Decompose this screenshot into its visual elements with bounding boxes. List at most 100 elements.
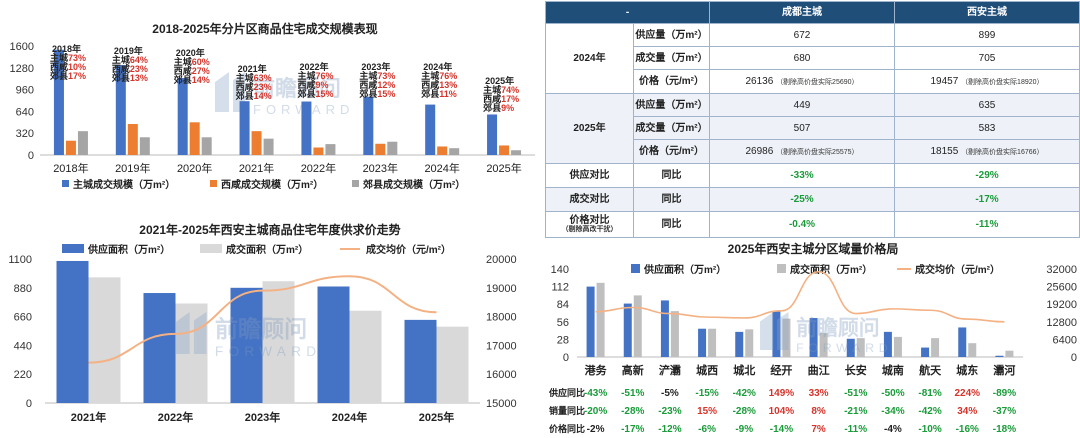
table-header-xian: 西安主城 bbox=[894, 1, 1080, 24]
row-value: -9% bbox=[735, 424, 753, 435]
y-right-tick-label: 17000 bbox=[486, 340, 517, 352]
y-tick-label: 960 bbox=[16, 85, 34, 97]
bar-1 bbox=[995, 355, 1004, 357]
table-cell: -29% bbox=[894, 163, 1080, 188]
legend-label: 成交均价（元/m²） bbox=[366, 243, 451, 256]
annotation-line: 郊县13% bbox=[112, 72, 148, 83]
y-right-tick-label: 18000 bbox=[486, 312, 517, 324]
row-label: 同比 bbox=[633, 187, 710, 212]
bar-2 bbox=[127, 124, 138, 155]
annotation-share: 76% bbox=[439, 71, 457, 81]
y-left-tick-label: 880 bbox=[14, 283, 32, 295]
annotation-share: 14% bbox=[254, 91, 272, 101]
annotation-share: 63% bbox=[254, 73, 272, 83]
annotation-line: 郊县17% bbox=[50, 70, 86, 81]
x-tick-label: 2022年 bbox=[158, 410, 193, 424]
y-left-tick-label: 1100 bbox=[8, 254, 32, 266]
annotation-line: 主城64% bbox=[112, 54, 148, 65]
bar-1 bbox=[772, 311, 781, 357]
table-cell: -33% bbox=[709, 163, 895, 188]
annotation-region: 西咸 bbox=[421, 79, 439, 90]
row-value: 34% bbox=[957, 406, 977, 417]
annotation-region: 郊县 bbox=[112, 72, 130, 83]
bar-3 bbox=[449, 148, 460, 155]
annotation-line: 主城73% bbox=[359, 70, 395, 81]
annotation-line: 西咸13% bbox=[421, 79, 457, 90]
x-tick-label: 2023年 bbox=[363, 161, 398, 175]
annotation-share: 15% bbox=[377, 89, 395, 99]
annotation-share: 9% bbox=[501, 103, 514, 113]
annotation-region: 西咸 bbox=[50, 61, 68, 72]
legend-label: 成交面积（万m²） bbox=[226, 243, 308, 256]
price-line bbox=[595, 270, 1005, 323]
note: （剔除高价盘实际18920） bbox=[961, 79, 1044, 86]
annotation-share: 74% bbox=[501, 85, 519, 95]
row-value: 33% bbox=[809, 388, 829, 399]
row-value: 104% bbox=[769, 406, 795, 417]
annotation-region: 主城 bbox=[483, 84, 501, 95]
bar-3 bbox=[201, 137, 212, 155]
bar-1 bbox=[921, 347, 930, 357]
table-cell: -0.4% bbox=[709, 211, 895, 238]
annotation-year: 2025年 bbox=[485, 75, 514, 86]
annotation-region: 郊县 bbox=[236, 90, 254, 101]
y-left-tick-label: 28 bbox=[557, 334, 569, 346]
annotation-region: 主城 bbox=[112, 54, 130, 65]
bar-2 bbox=[893, 336, 902, 357]
bar-1 bbox=[53, 49, 64, 156]
annotation-line: 郊县14% bbox=[236, 90, 272, 101]
legend-swatch bbox=[777, 264, 786, 273]
row-value: -42% bbox=[918, 406, 941, 417]
annotation-line: 郊县9% bbox=[483, 102, 514, 113]
x-tick-label: 港务 bbox=[585, 363, 608, 377]
row-value: 15% bbox=[697, 406, 717, 417]
annotation-share: 76% bbox=[315, 71, 333, 81]
bar-2 bbox=[262, 281, 295, 403]
annotation-region: 主城 bbox=[50, 52, 68, 63]
watermark-logo: 前瞻顾问 FORWARD bbox=[175, 312, 316, 359]
bar-2 bbox=[436, 326, 469, 403]
watermark-icon bbox=[175, 312, 207, 354]
row-value: -10% bbox=[918, 424, 941, 435]
x-tick-label: 2025年 bbox=[419, 410, 454, 424]
y-left-tick-label: 84 bbox=[557, 299, 569, 311]
annotation-line: 西咸23% bbox=[112, 63, 148, 74]
row-label: 成交量（万m²） bbox=[633, 116, 710, 140]
y-left-tick-label: 660 bbox=[14, 312, 32, 324]
bar-2 bbox=[375, 143, 386, 155]
bar-3 bbox=[511, 150, 522, 155]
bar-2 bbox=[633, 295, 642, 357]
y-left-tick-label: 140 bbox=[551, 264, 569, 276]
x-tick-label: 2023年 bbox=[245, 410, 280, 424]
x-tick-label: 2018年 bbox=[53, 161, 88, 175]
x-tick-label: 2020年 bbox=[177, 161, 212, 175]
y-left-tick-label: 112 bbox=[551, 282, 569, 294]
bar-2 bbox=[251, 131, 262, 155]
annotation-region: 西咸 bbox=[359, 79, 377, 90]
legend-swatch bbox=[200, 244, 222, 253]
annotation-share: 64% bbox=[130, 55, 148, 65]
watermark-icon bbox=[215, 72, 245, 112]
row-value: -11% bbox=[844, 424, 867, 435]
annotation-region: 郊县 bbox=[421, 88, 439, 99]
annotation-line: 西咸10% bbox=[50, 61, 86, 72]
y-left-tick-label: 220 bbox=[14, 369, 32, 381]
legend-label: 主城成交规模（万m²） bbox=[73, 178, 175, 191]
legend-label: 郊县成交规模（万m²） bbox=[363, 178, 465, 191]
price-line bbox=[88, 275, 437, 364]
y-tick-label: 640 bbox=[16, 106, 34, 118]
annotation-share: 23% bbox=[130, 64, 148, 74]
annotation-line: 郊县11% bbox=[421, 88, 457, 99]
annotation-region: 主城 bbox=[236, 72, 254, 83]
x-tick-label: 高新 bbox=[622, 363, 644, 377]
annotation-share: 10% bbox=[68, 62, 86, 72]
annotation-region: 郊县 bbox=[359, 88, 377, 99]
chart-title: 2025年西安主城分区域量价格局 bbox=[728, 241, 899, 256]
annotation-share: 73% bbox=[68, 53, 86, 63]
legend-label: 西咸成交规模（万m²） bbox=[221, 178, 323, 191]
bar-2 bbox=[1005, 350, 1014, 357]
row-value: -42% bbox=[733, 388, 756, 399]
table-row: 2024年 供应量（万m²） 672 899 bbox=[545, 23, 1080, 94]
y-tick-label: 1600 bbox=[10, 41, 34, 53]
annotation-year: 2021年 bbox=[238, 63, 267, 74]
